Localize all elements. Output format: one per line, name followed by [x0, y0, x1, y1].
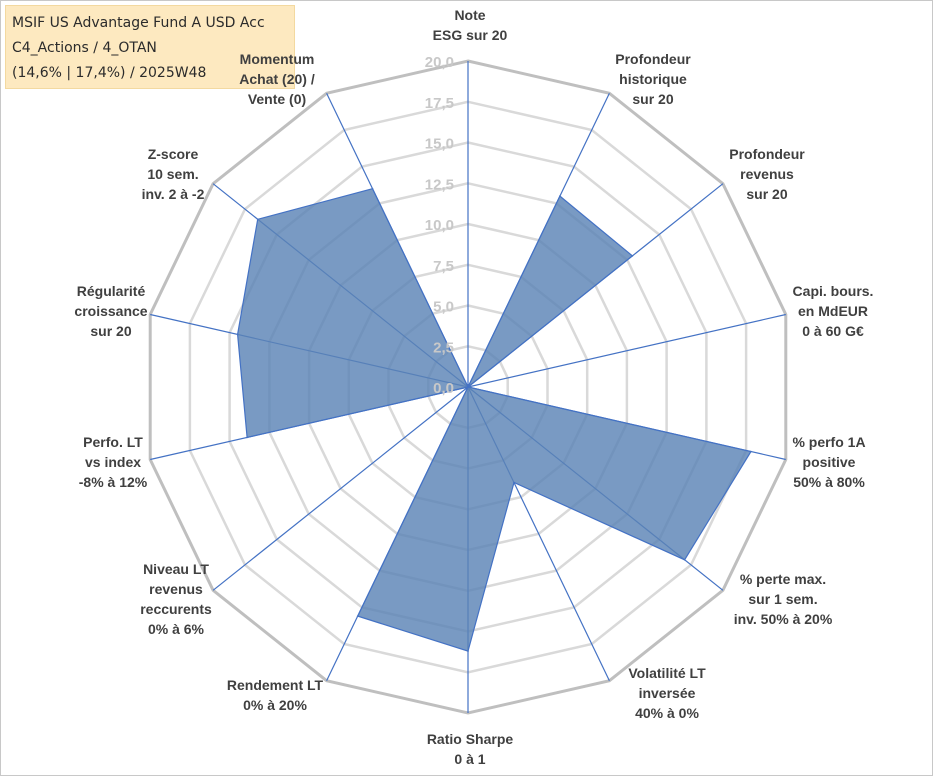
category-label-3-line-2: 0 à 60 G€	[802, 323, 864, 339]
category-label-13-line-1: Achat (20) /	[239, 71, 315, 87]
category-label-2-line-0: Profondeur	[729, 146, 805, 162]
data-point-4	[750, 450, 752, 453]
category-label-13-line-0: Momentum	[240, 51, 315, 67]
chart-title-line-2: C4_Actions / 4_OTAN	[12, 40, 157, 56]
category-label-5-line-1: sur 1 sem.	[748, 591, 817, 607]
category-label-8-line-1: 0% à 20%	[243, 697, 307, 713]
category-label-2-line-2: sur 20	[746, 186, 787, 202]
category-label-9-line-2: reccurents	[140, 601, 212, 617]
category-label-0-line-1: ESG sur 20	[433, 27, 508, 43]
category-label-1-line-0: Profondeur	[615, 51, 691, 67]
r-tick-label-3: 7,5	[433, 258, 454, 275]
r-tick-label-6: 15,0	[425, 136, 454, 153]
r-tick-label-7: 17,5	[425, 95, 454, 112]
category-label-9-line-0: Niveau LT	[143, 561, 209, 577]
data-point-9	[467, 386, 469, 388]
category-label-10-line-1: vs index	[85, 454, 141, 470]
category-label-6-line-0: Volatilité LT	[628, 665, 706, 681]
data-point-2	[631, 255, 634, 257]
category-label-5-line-2: inv. 50% à 20%	[734, 611, 833, 627]
category-label-11-line-2: sur 20	[90, 323, 131, 339]
chart-title-line-1: MSIF US Advantage Fund A USD Acc	[12, 15, 265, 31]
data-point-8	[356, 615, 359, 617]
data-point-13	[371, 187, 374, 190]
category-label-12-line-0: Z-score	[148, 146, 199, 162]
category-label-11-line-0: Régularité	[77, 283, 146, 299]
r-tick-label-8: 20,0	[425, 54, 454, 71]
category-label-7-line-1: 0 à 1	[454, 751, 485, 767]
category-label-4-line-0: % perfo 1A	[792, 434, 865, 450]
category-label-7-line-0: Ratio Sharpe	[427, 731, 514, 747]
category-label-6-line-2: 40% à 0%	[635, 705, 699, 721]
category-label-3-line-0: Capi. bours.	[793, 283, 874, 299]
category-label-13-line-2: Vente (0)	[248, 91, 306, 107]
category-label-6-line-1: inversée	[639, 685, 696, 701]
category-label-11-line-1: croissance	[74, 303, 147, 319]
r-tick-label-1: 2,5	[433, 339, 454, 356]
data-point-5	[683, 559, 686, 561]
data-point-7	[467, 650, 469, 652]
r-tick-label-5: 12,5	[425, 176, 454, 193]
r-tick-label-0: 0,0	[433, 380, 454, 397]
category-label-10-line-0: Perfo. LT	[83, 434, 143, 450]
category-label-10-line-2: -8% à 12%	[79, 474, 148, 490]
category-label-8-line-0: Rendement LT	[227, 677, 324, 693]
category-label-5-line-0: % perte max.	[740, 571, 826, 587]
data-point-1	[559, 195, 561, 197]
category-label-3-line-1: en MdEUR	[798, 303, 868, 319]
data-point-12	[256, 218, 259, 221]
chart-title-line-3: (14,6% | 17,4%) / 2025W48	[12, 65, 207, 81]
category-label-2-line-1: revenus	[740, 166, 794, 182]
category-label-9-line-3: 0% à 6%	[148, 621, 205, 637]
category-label-12-line-1: 10 sem.	[147, 166, 198, 182]
category-label-9-line-1: revenus	[149, 581, 203, 597]
category-label-12-line-2: inv. 2 à -2	[142, 186, 205, 202]
r-tick-label-2: 5,0	[433, 299, 454, 316]
axis-spoke-3	[467, 313, 786, 388]
data-point-6	[513, 481, 515, 484]
series-area-0	[236, 187, 752, 652]
category-label-0-line-0: Note	[454, 7, 485, 23]
category-label-1-line-2: sur 20	[632, 91, 673, 107]
r-tick-label-4: 10,0	[425, 217, 454, 234]
data-point-11	[236, 333, 239, 336]
category-label-4-line-1: positive	[803, 454, 856, 470]
data-point-10	[246, 436, 248, 439]
chart-title-box: MSIF US Advantage Fund A USD Acc C4_Acti…	[5, 5, 295, 89]
category-label-1-line-1: historique	[619, 71, 687, 87]
category-label-4-line-2: 50% à 80%	[793, 474, 865, 490]
axis-spoke-9	[212, 386, 469, 591]
